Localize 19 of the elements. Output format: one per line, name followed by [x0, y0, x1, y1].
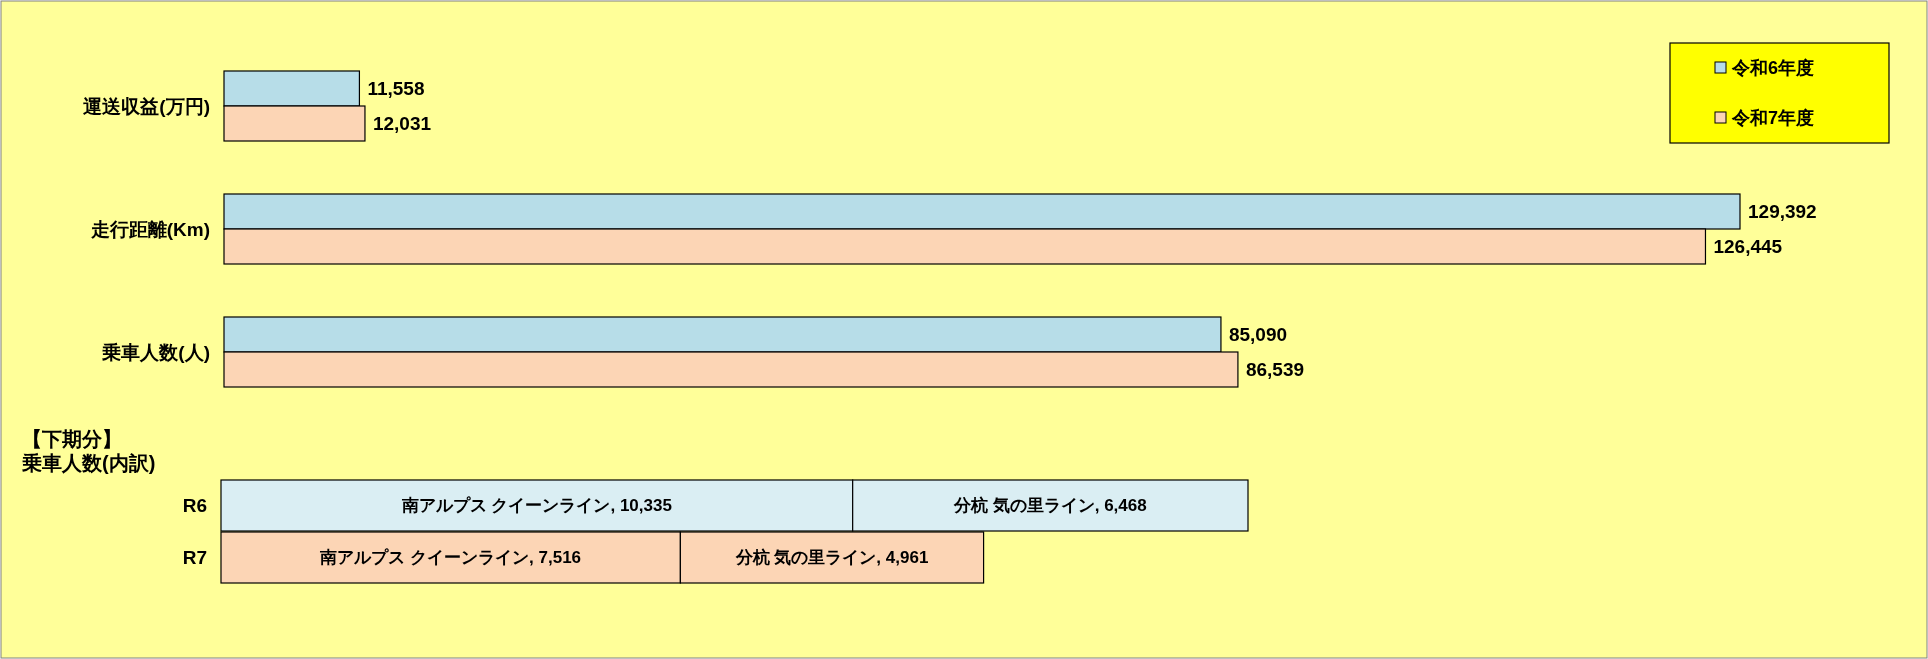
y-tick-label: R7 — [182, 547, 207, 569]
data-label: 86,539 — [1245, 359, 1305, 381]
data-label: 分杭 気の里ライン, 4,961 — [734, 548, 929, 568]
y-tick-label: 運送収益(万円) — [82, 95, 210, 117]
legend-label: 令和7年度 — [1731, 108, 1815, 128]
chart-subtitle: 乗車人数(内訳) — [21, 452, 156, 474]
chart-title: 【下期分】 — [22, 428, 122, 450]
legend-label: 令和6年度 — [1731, 58, 1815, 78]
data-label: 分杭 気の里ライン, 6,468 — [952, 496, 1147, 516]
y-tick-label: 乗車人数(人) — [101, 341, 210, 363]
data-label: 129,392 — [1748, 201, 1817, 223]
data-label: 12,031 — [372, 113, 432, 135]
data-label: 126,445 — [1713, 236, 1783, 258]
data-label: 11,558 — [367, 78, 425, 100]
data-label: 南アルプス クイーンライン, 7,516 — [319, 548, 582, 568]
y-tick-label: 走行距離(Km) — [89, 218, 210, 240]
data-label: 南アルプス クイーンライン, 10,335 — [400, 496, 672, 516]
data-label: 85,090 — [1228, 324, 1288, 346]
y-tick-label: R6 — [182, 495, 207, 517]
